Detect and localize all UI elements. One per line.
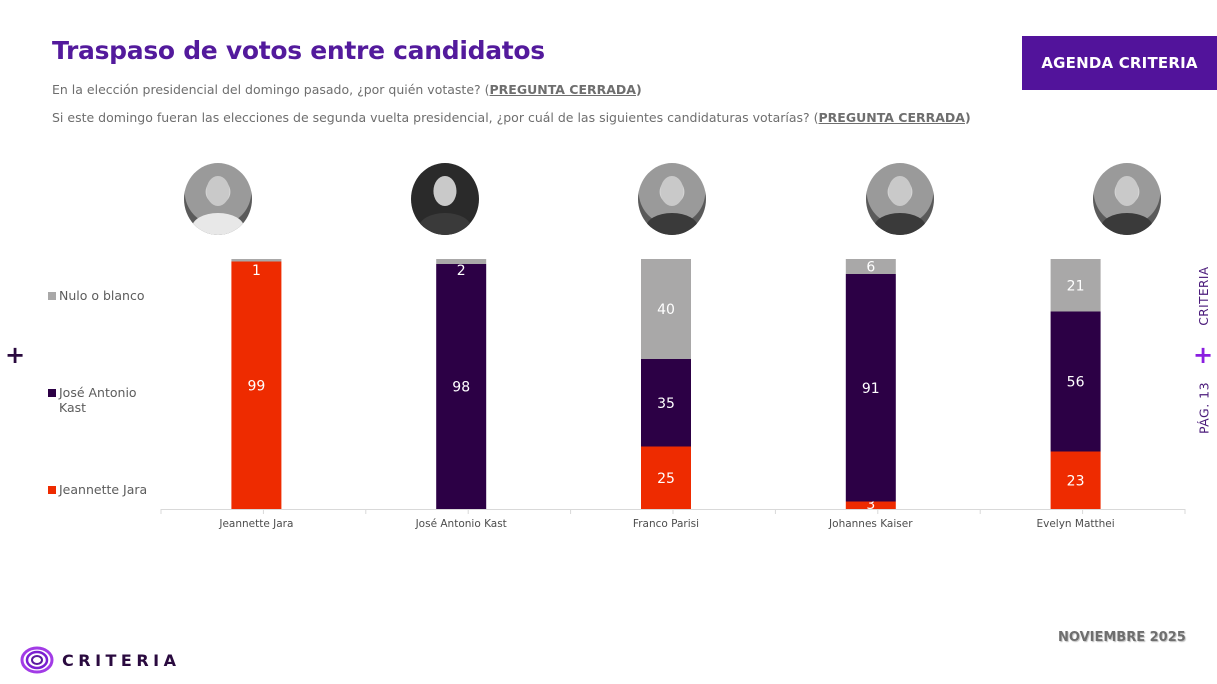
question-2-tag: PREGUNTA CERRADA: [818, 110, 965, 125]
bar-segment: [641, 446, 691, 509]
candidate-photo-kaiser: [866, 163, 934, 235]
x-tick-label: Evelyn Matthei: [1036, 518, 1114, 530]
question-1: En la elección presidencial del domingo …: [52, 82, 642, 97]
legend-item-jara: Jeannette Jara: [48, 482, 158, 497]
data-label: 99: [247, 378, 265, 394]
bar-segment: [1050, 259, 1101, 312]
legend-swatch-jara: [48, 486, 56, 494]
bar-segment: [845, 501, 896, 509]
bar-segment: [436, 259, 487, 264]
question-1-tag: PREGUNTA CERRADA: [489, 82, 636, 97]
report-date: NOVIEMBRE 2025: [1058, 630, 1186, 645]
x-tick-label: Johannes Kaiser: [828, 518, 913, 530]
question-2-text: Si este domingo fueran las elecciones de…: [52, 110, 819, 125]
bar-segment: [1050, 311, 1101, 452]
question-2-close: ): [964, 110, 971, 125]
data-label: 3: [866, 497, 875, 513]
logo-text: CRITERIA: [62, 650, 181, 670]
legend-item-kast: José Antonio Kast: [48, 385, 158, 415]
question-1-text: En la elección presidencial del domingo …: [52, 82, 490, 97]
data-label: 6: [866, 260, 875, 276]
x-tick-label: José Antonio Kast: [415, 518, 507, 530]
data-label: 35: [657, 396, 675, 412]
x-tick-label: Jeannette Jara: [218, 518, 293, 530]
bar-segment: [641, 259, 691, 359]
bar-segment: [1050, 451, 1101, 509]
candidate-photo-matthei: [1093, 163, 1161, 235]
legend-label: Nulo o blanco: [59, 288, 145, 303]
bar-segment: [845, 274, 896, 502]
candidate-photo-kast: [411, 163, 479, 235]
bar-segment: [231, 261, 282, 509]
question-1-close: ): [635, 82, 642, 97]
bar-segment: [845, 259, 896, 274]
question-2: Si este domingo fueran las elecciones de…: [52, 110, 971, 125]
agenda-criteria-button[interactable]: AGENDA CRITERIA: [1022, 36, 1217, 90]
data-label: 40: [657, 302, 675, 318]
candidate-photo-jara: [184, 163, 252, 235]
criteria-logo: CRITERIA: [20, 646, 181, 674]
legend-label: Jeannette Jara: [59, 482, 148, 497]
data-label: 23: [1067, 473, 1085, 489]
data-label: 25: [657, 471, 675, 487]
bar-segment: [231, 259, 282, 262]
legend-swatch-nulo: [48, 292, 56, 300]
candidate-photo-parisi: [638, 163, 706, 235]
data-label: 56: [1067, 375, 1085, 391]
data-label: 1: [252, 263, 261, 279]
page-title: Traspaso de votos entre candidatos: [52, 36, 545, 65]
bar-segment: [436, 264, 487, 509]
x-tick-label: Franco Parisi: [633, 518, 699, 530]
data-label: 98: [452, 380, 470, 396]
legend-label: José Antonio Kast: [59, 385, 137, 415]
legend-item-nulo: Nulo o blanco: [48, 288, 158, 303]
data-label: 91: [862, 381, 880, 397]
data-label: 2: [457, 263, 466, 279]
data-label: 21: [1067, 278, 1085, 294]
bar-segment: [641, 359, 691, 447]
plus-icon: +: [1193, 341, 1214, 369]
criteria-logo-icon: [20, 646, 54, 674]
plus-icon: +: [5, 341, 26, 369]
legend-swatch-kast: [48, 389, 56, 397]
